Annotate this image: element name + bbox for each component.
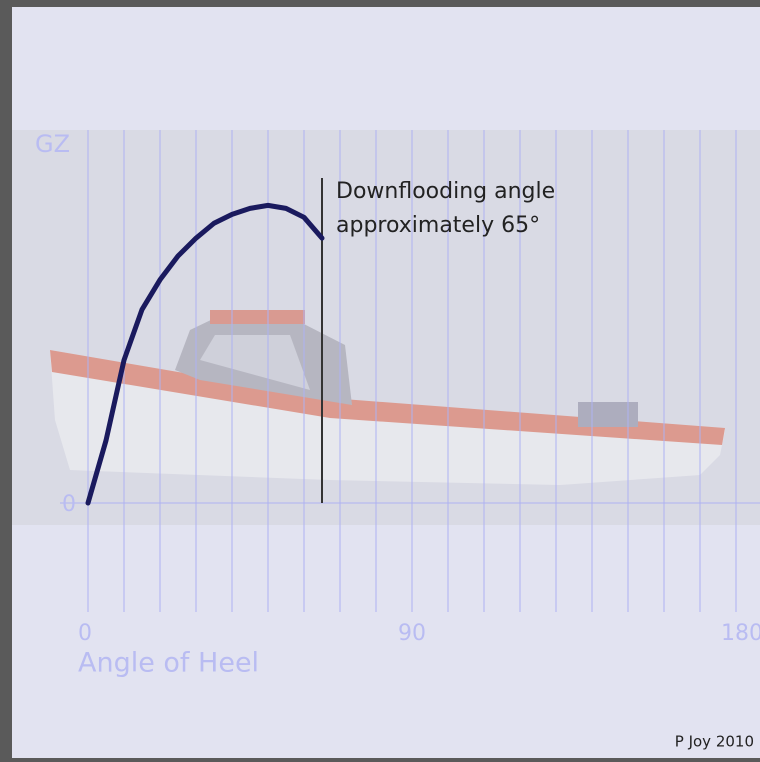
x-tick-label: 0 <box>78 621 92 646</box>
chart: 0 0 90 180 Downflooding angle approximately… <box>0 0 760 762</box>
annotation-line: approximately 65° <box>336 213 540 238</box>
credit: P Joy 2010 <box>675 733 754 751</box>
x-axis-label: Angle of Heel <box>78 648 259 679</box>
y-tick-label: 0 <box>62 492 76 517</box>
y-axis-label: GZ <box>35 130 70 158</box>
x-tick-label: 180 <box>721 621 760 646</box>
x-tick-label: 90 <box>398 621 426 646</box>
annotation-line: Downflooding angle <box>336 179 555 204</box>
